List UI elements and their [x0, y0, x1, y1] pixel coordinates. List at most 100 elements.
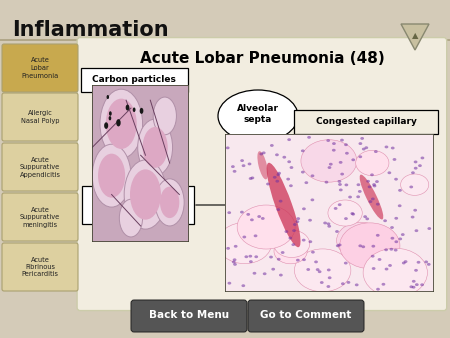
- Circle shape: [391, 147, 395, 149]
- Circle shape: [301, 149, 305, 152]
- Circle shape: [328, 276, 332, 279]
- Circle shape: [262, 151, 266, 154]
- Circle shape: [395, 240, 398, 243]
- Circle shape: [231, 165, 235, 168]
- Circle shape: [226, 247, 230, 250]
- Circle shape: [370, 173, 374, 176]
- Circle shape: [336, 244, 340, 247]
- Circle shape: [394, 217, 398, 220]
- Circle shape: [108, 116, 111, 120]
- Circle shape: [218, 222, 272, 264]
- Circle shape: [412, 280, 416, 283]
- Circle shape: [275, 180, 279, 183]
- Circle shape: [391, 237, 394, 240]
- Circle shape: [374, 150, 378, 153]
- Circle shape: [351, 213, 355, 216]
- Circle shape: [351, 212, 354, 215]
- Circle shape: [387, 171, 391, 174]
- Circle shape: [248, 163, 252, 165]
- Circle shape: [289, 166, 293, 169]
- Circle shape: [116, 119, 121, 126]
- Circle shape: [427, 263, 431, 266]
- Circle shape: [279, 200, 283, 202]
- Text: Go to Comment: Go to Comment: [260, 310, 352, 320]
- Circle shape: [372, 267, 375, 270]
- Text: Acute
Fibrinous
Pericarditis: Acute Fibrinous Pericarditis: [22, 257, 58, 277]
- Circle shape: [390, 248, 393, 251]
- Circle shape: [296, 220, 299, 223]
- Circle shape: [378, 258, 382, 261]
- Circle shape: [411, 216, 414, 218]
- Circle shape: [259, 152, 263, 155]
- Circle shape: [309, 240, 312, 243]
- Circle shape: [358, 190, 362, 193]
- FancyBboxPatch shape: [131, 300, 247, 332]
- Circle shape: [410, 186, 413, 188]
- FancyBboxPatch shape: [294, 110, 438, 134]
- Circle shape: [368, 186, 371, 188]
- Circle shape: [233, 263, 237, 266]
- Circle shape: [284, 230, 288, 233]
- Circle shape: [327, 225, 331, 228]
- Circle shape: [362, 148, 365, 150]
- Polygon shape: [401, 24, 429, 50]
- Ellipse shape: [218, 90, 298, 142]
- Circle shape: [341, 282, 345, 285]
- Circle shape: [327, 268, 331, 271]
- Circle shape: [301, 171, 305, 173]
- Circle shape: [348, 196, 352, 198]
- Circle shape: [276, 173, 280, 176]
- Circle shape: [356, 195, 360, 198]
- Circle shape: [369, 200, 372, 203]
- Circle shape: [308, 219, 312, 222]
- Circle shape: [375, 180, 379, 183]
- Circle shape: [249, 260, 253, 263]
- Circle shape: [340, 223, 400, 269]
- Ellipse shape: [360, 175, 383, 219]
- Circle shape: [371, 245, 375, 248]
- Circle shape: [360, 137, 364, 140]
- Circle shape: [243, 236, 246, 238]
- Text: Inflammatory
exudate: Inflammatory exudate: [104, 195, 172, 215]
- Circle shape: [296, 259, 300, 262]
- Circle shape: [335, 230, 339, 233]
- Circle shape: [277, 172, 281, 175]
- Circle shape: [338, 180, 341, 183]
- Circle shape: [294, 249, 351, 292]
- Circle shape: [385, 146, 388, 148]
- Circle shape: [420, 283, 424, 286]
- Circle shape: [124, 160, 167, 229]
- Circle shape: [261, 217, 265, 220]
- FancyBboxPatch shape: [2, 143, 78, 191]
- Circle shape: [398, 204, 401, 207]
- Circle shape: [356, 183, 360, 186]
- Circle shape: [242, 164, 245, 167]
- Circle shape: [421, 156, 424, 160]
- Circle shape: [401, 233, 405, 236]
- Text: Acute Lobar Pneumonia (48): Acute Lobar Pneumonia (48): [140, 51, 384, 66]
- Circle shape: [288, 237, 292, 239]
- Circle shape: [240, 159, 244, 162]
- Circle shape: [418, 164, 422, 167]
- Circle shape: [98, 154, 125, 198]
- FancyBboxPatch shape: [2, 93, 78, 141]
- Circle shape: [233, 258, 236, 261]
- Circle shape: [130, 169, 161, 220]
- Circle shape: [251, 176, 254, 179]
- Circle shape: [104, 122, 108, 129]
- Circle shape: [254, 255, 258, 258]
- Circle shape: [326, 139, 330, 142]
- Circle shape: [414, 229, 419, 232]
- Circle shape: [242, 284, 245, 287]
- Circle shape: [232, 261, 236, 263]
- Circle shape: [388, 264, 392, 267]
- Circle shape: [257, 215, 261, 218]
- Circle shape: [327, 285, 330, 288]
- Text: Back to Menu: Back to Menu: [149, 310, 229, 320]
- Circle shape: [324, 181, 328, 184]
- Circle shape: [338, 243, 342, 246]
- Circle shape: [244, 255, 248, 258]
- Circle shape: [302, 258, 306, 261]
- Circle shape: [404, 260, 407, 263]
- Circle shape: [359, 142, 362, 145]
